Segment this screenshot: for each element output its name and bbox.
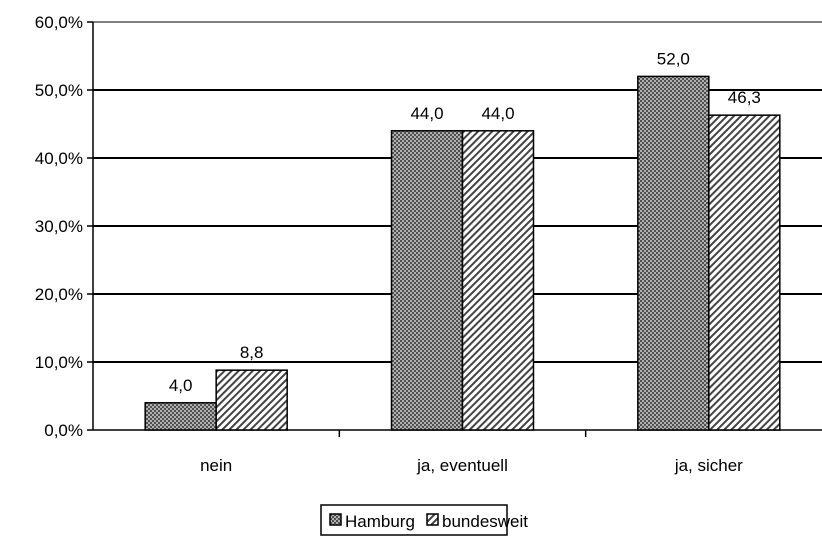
y-tick-label: 10,0%: [35, 353, 83, 372]
legend-swatch-bundesweit: [426, 513, 439, 526]
data-label: 44,0: [410, 104, 443, 123]
bar-bundesweit: [461, 130, 535, 431]
y-tick-label: 50,0%: [35, 81, 83, 100]
bar-bundesweit: [215, 369, 288, 431]
data-labels: 4,0 44,0 52,0 8,8 44,0 46,3: [169, 49, 761, 394]
data-label: 46,3: [728, 88, 761, 107]
data-label: 4,0: [169, 376, 193, 395]
data-label: 8,8: [240, 343, 264, 362]
legend-label-hamburg: Hamburg: [345, 512, 415, 531]
y-tick-label: 20,0%: [35, 285, 83, 304]
x-category-label: nein: [200, 456, 232, 475]
data-label: 52,0: [657, 49, 690, 68]
x-category-label: ja, eventuell: [416, 456, 508, 475]
bars: [144, 75, 781, 431]
legend-label-bundesweit: bundesweit: [442, 512, 528, 531]
bar-hamburg: [390, 130, 464, 431]
bar-bundesweit: [708, 114, 781, 431]
y-tick-label: 0,0%: [44, 421, 83, 440]
y-tick-label: 60,0%: [35, 13, 83, 32]
data-label: 44,0: [481, 104, 514, 123]
bar-hamburg: [144, 402, 217, 431]
legend-swatch-hamburg: [329, 513, 342, 526]
y-tick-label: 30,0%: [35, 217, 83, 236]
x-category-label: ja, sicher: [674, 456, 743, 475]
legend: Hamburg bundesweit: [320, 504, 528, 536]
y-tick-label: 40,0%: [35, 149, 83, 168]
bar-hamburg: [637, 75, 710, 431]
legend-box: [320, 504, 508, 536]
